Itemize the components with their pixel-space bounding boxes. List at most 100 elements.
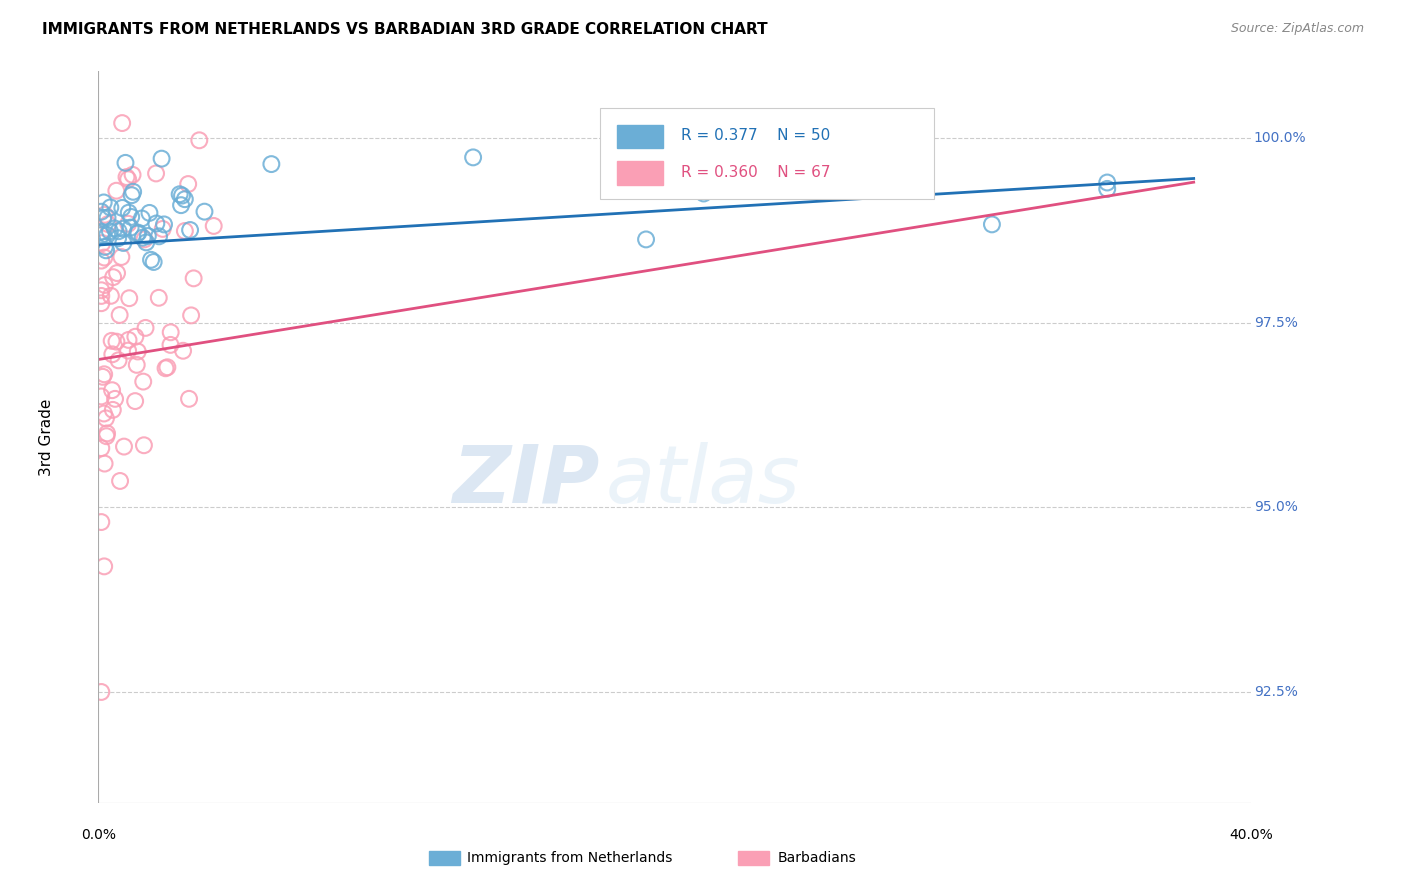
Point — [134, 232, 156, 246]
Point — [96, 227, 118, 242]
Point — [135, 321, 157, 335]
Point — [148, 291, 170, 305]
Point — [90, 441, 112, 455]
Point — [93, 407, 115, 421]
Point — [118, 291, 141, 305]
Point — [188, 133, 211, 147]
Point — [90, 225, 112, 239]
Point — [117, 333, 139, 347]
Point — [117, 343, 139, 358]
Text: 0.0%: 0.0% — [82, 829, 115, 842]
Point — [93, 251, 115, 265]
Point — [117, 217, 139, 231]
Point — [693, 186, 716, 201]
Point — [461, 150, 484, 164]
Point — [100, 289, 122, 303]
Point — [110, 250, 132, 264]
Point — [93, 457, 115, 471]
Text: 97.5%: 97.5% — [1254, 316, 1298, 329]
Point — [91, 369, 114, 384]
Text: 100.0%: 100.0% — [1254, 131, 1306, 145]
Point — [94, 278, 117, 293]
Point — [91, 211, 114, 225]
Point — [93, 559, 115, 574]
Text: R = 0.377    N = 50: R = 0.377 N = 50 — [681, 128, 830, 144]
Point — [177, 392, 200, 406]
Text: 40.0%: 40.0% — [1229, 829, 1274, 842]
Point — [93, 195, 115, 210]
Point — [101, 383, 124, 397]
Point — [94, 244, 117, 258]
Point — [174, 224, 197, 238]
Text: IMMIGRANTS FROM NETHERLANDS VS BARBADIAN 3RD GRADE CORRELATION CHART: IMMIGRANTS FROM NETHERLANDS VS BARBADIAN… — [42, 22, 768, 37]
Point — [118, 205, 141, 219]
Point — [117, 172, 139, 186]
Point — [152, 222, 174, 236]
Point — [202, 219, 225, 233]
Point — [751, 178, 773, 193]
Point — [107, 231, 129, 245]
Point — [138, 206, 160, 220]
Point — [636, 232, 658, 246]
Point — [112, 440, 135, 454]
Point — [93, 368, 115, 382]
Point — [101, 403, 124, 417]
Point — [136, 229, 159, 244]
Point — [131, 211, 153, 226]
Point — [111, 201, 134, 215]
Bar — [617, 161, 664, 185]
Point — [90, 289, 112, 303]
Text: R = 0.360    N = 67: R = 0.360 N = 67 — [681, 165, 830, 180]
Point — [260, 157, 283, 171]
Point — [148, 229, 170, 244]
Text: Source: ZipAtlas.com: Source: ZipAtlas.com — [1230, 22, 1364, 36]
Point — [90, 515, 112, 529]
Point — [91, 236, 114, 251]
Point — [142, 255, 165, 269]
Point — [127, 344, 149, 359]
Point — [153, 218, 176, 232]
Point — [114, 156, 136, 170]
Point — [179, 223, 201, 237]
Point — [98, 224, 121, 238]
Point — [1097, 182, 1119, 196]
Point — [170, 198, 193, 212]
Bar — [617, 125, 664, 148]
Point — [131, 230, 153, 244]
Point — [90, 204, 112, 219]
Point — [150, 152, 173, 166]
Point — [105, 334, 128, 349]
Point — [97, 217, 120, 231]
Point — [90, 283, 112, 297]
Point — [104, 392, 127, 406]
Point — [159, 326, 181, 340]
Point — [105, 184, 128, 198]
Point — [139, 252, 162, 267]
Point — [172, 343, 194, 358]
Point — [96, 211, 118, 225]
Point — [145, 217, 167, 231]
Point — [120, 220, 142, 235]
Point — [132, 438, 155, 452]
Point — [107, 353, 129, 368]
Point — [981, 218, 1004, 232]
Point — [127, 226, 149, 240]
Point — [180, 309, 202, 323]
Point — [108, 308, 131, 322]
Point — [93, 208, 115, 222]
Point — [132, 375, 155, 389]
Point — [107, 224, 129, 238]
Point — [177, 177, 200, 191]
Point — [121, 168, 143, 182]
Point — [90, 389, 112, 403]
Point — [98, 201, 121, 215]
Point — [96, 426, 118, 441]
Point — [112, 221, 135, 235]
Text: 3rd Grade: 3rd Grade — [39, 399, 53, 475]
Point — [122, 185, 145, 199]
Text: 92.5%: 92.5% — [1254, 685, 1298, 699]
FancyBboxPatch shape — [600, 108, 935, 200]
Point — [173, 192, 195, 206]
Point — [115, 169, 138, 184]
Point — [108, 474, 131, 488]
